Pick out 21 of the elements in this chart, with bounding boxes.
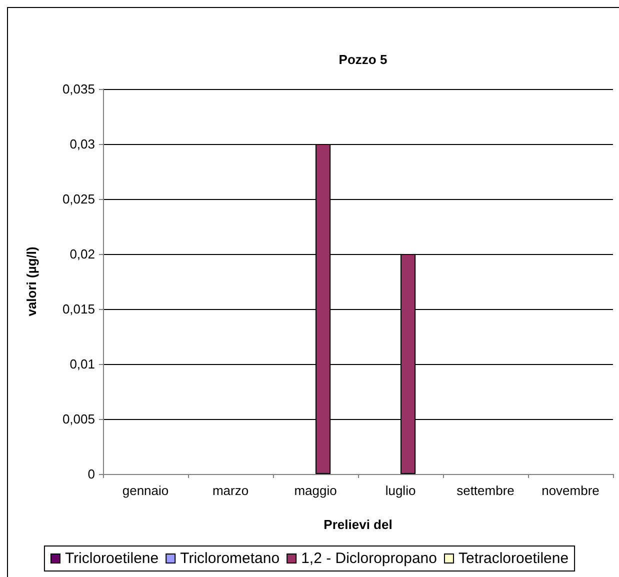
x-tick-label: settembre — [456, 483, 514, 498]
y-tick-label: 0,02 — [70, 246, 95, 262]
x-tick-label: novembre — [542, 483, 600, 498]
y-tick-label: 0,03 — [70, 136, 95, 152]
y-tick-label: 0,015 — [62, 302, 95, 316]
legend-label: Triclorometano — [180, 550, 280, 567]
y-tick-label: 0,005 — [62, 412, 95, 426]
x-tick-label: luglio — [385, 483, 416, 498]
y-tick-label: 0,025 — [62, 192, 95, 206]
y-axis-title: valori (µg/l) — [24, 246, 39, 316]
legend-label: Tetracloroetilene — [458, 550, 569, 567]
x-axis-title: Prelievi del — [324, 517, 392, 532]
y-tick-label: 0 — [88, 466, 95, 482]
chart-title: Pozzo 5 — [338, 52, 388, 67]
x-tick-label: marzo — [212, 483, 249, 498]
legend-label: 1,2 - Dicloropropano — [301, 550, 437, 567]
y-tick-label: 0,035 — [62, 82, 95, 96]
x-tick-label: gennaio — [122, 483, 169, 498]
legend-label: Tricloroetilene — [64, 550, 159, 567]
x-tick-label: maggio — [294, 483, 337, 498]
y-tick-label: 0,01 — [70, 356, 95, 372]
